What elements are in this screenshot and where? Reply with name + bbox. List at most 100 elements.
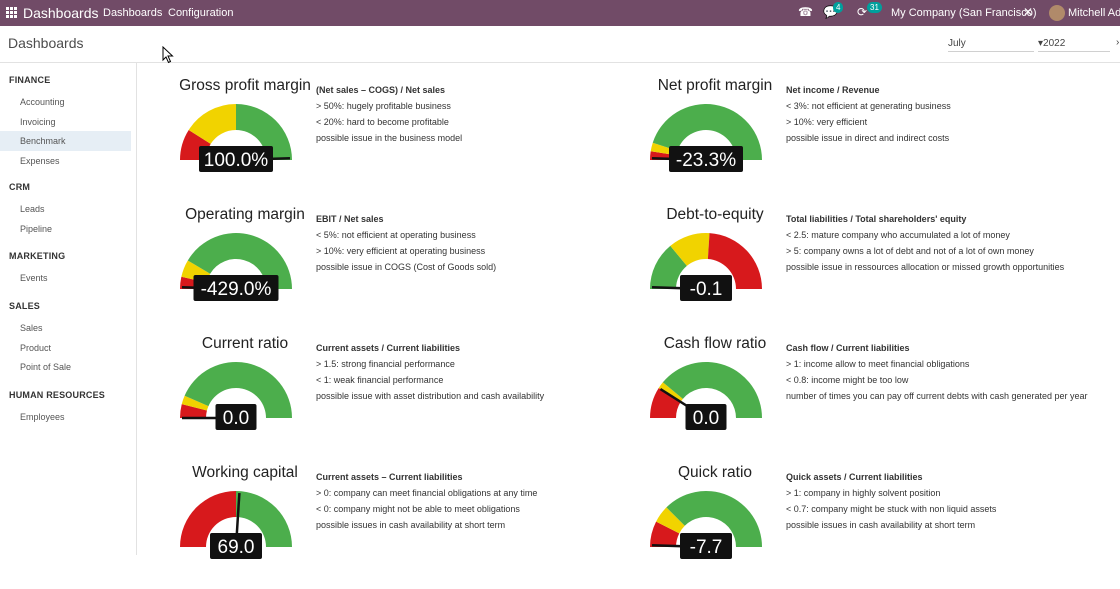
gauge-chart: -23.3% (650, 104, 762, 172)
gauge-value: 0.0 (223, 408, 249, 429)
menu-configuration[interactable]: Configuration (168, 7, 234, 19)
kpi-description-line: possible issue in direct and indirect co… (786, 133, 950, 143)
kpi-card: Working capital 69.0 Current assets – Curr… (170, 464, 640, 589)
kpi-card: Current ratio 0.0 Current assets / Current… (170, 335, 640, 460)
sidebar-item-invoicing[interactable]: Invoicing (20, 116, 56, 127)
activity-icon[interactable]: ⟳ 31 (857, 2, 882, 19)
sidebar-item-point-of-sale[interactable]: Point of Sale (20, 362, 72, 372)
kpi-description-line: < 20%: hard to become profitable (316, 117, 449, 127)
kpi-description-line: > 0: company can meet financial obligati… (316, 488, 538, 498)
kpi-formula: Total liabilities / Total shareholders' … (786, 214, 967, 224)
gauge-chart: 100.0% (180, 104, 292, 172)
kpi-description-line: < 0.8: income might be too low (786, 375, 909, 385)
gauge-chart: -7.7 (650, 491, 762, 559)
sidebar: FINANCE Accounting Invoicing Benchmark Expen… (0, 63, 137, 555)
kpi-card: Operating margin -429.0% EBIT / Net sales <… (170, 206, 640, 331)
sidebar-item-employees[interactable]: Employees (20, 412, 65, 422)
top-navbar: Dashboards Dashboards Configuration ☎ 💬 4… (0, 0, 1120, 26)
gauge-band-green (666, 491, 762, 547)
kpi-title: Gross profit margin (179, 77, 311, 94)
chat-count-badge: 4 (833, 2, 844, 13)
kpi-description-line: possible issue in the business model (316, 133, 463, 143)
year-select[interactable]: ▾2022 (1038, 38, 1110, 52)
app-brand[interactable]: Dashboards (23, 5, 99, 21)
page-title: Dashboards (8, 35, 84, 51)
gauge-value: -0.1 (690, 279, 723, 300)
menu-dashboards[interactable]: Dashboards (103, 7, 163, 19)
user-menu[interactable]: Mitchell Admin (1068, 7, 1120, 19)
kpi-title: Working capital (192, 464, 298, 481)
debug-tools-icon[interactable]: ✕ (1023, 5, 1034, 19)
sidebar-item-expenses[interactable]: Expenses (20, 155, 60, 166)
next-period-icon[interactable]: › (1116, 37, 1120, 48)
gauge-chart: 0.0 (650, 362, 762, 430)
sidebar-item-leads[interactable]: Leads (20, 204, 45, 214)
gauge-band-red (180, 404, 207, 418)
kpi-formula: Quick assets / Current liabilities (786, 472, 923, 482)
user-avatar[interactable] (1049, 5, 1065, 21)
sidebar-item-pipeline[interactable]: Pipeline (20, 223, 53, 234)
kpi-description-line: < 5%: not efficient at operating busines… (316, 230, 476, 240)
kpi-description-line: > 50%: hugely profitable business (316, 101, 451, 111)
chat-icon[interactable]: 💬 4 (823, 2, 844, 19)
gauge-band-yellow (181, 395, 209, 411)
gauge-band-red (180, 491, 236, 547)
gauge-value-box (685, 404, 727, 430)
sidebar-item-sales[interactable]: Sales (20, 323, 43, 333)
gauge-value-box (669, 146, 743, 172)
gauge-value: 69.0 (218, 537, 255, 558)
gauge-band-yellow (670, 233, 710, 266)
sidebar-item-events[interactable]: Events (20, 273, 48, 283)
gauge-value: -429.0% (201, 279, 272, 300)
kpi-description: Total liabilities / Total shareholders' … (786, 211, 1064, 275)
gauge-value-box (215, 404, 257, 430)
kpi-description-line: < 3%: not efficient at generating busine… (786, 101, 951, 111)
gauge-chart: 69.0 (180, 491, 292, 559)
company-switcher[interactable]: My Company (San Francisco) (891, 7, 1037, 19)
gauge-value: 0.0 (693, 408, 719, 429)
kpi-description: Current assets – Current liabilities > 0:… (316, 469, 537, 533)
sidebar-item-benchmark[interactable]: Benchmark (0, 131, 131, 151)
apps-menu-icon[interactable] (6, 7, 17, 18)
kpi-title: Debt-to-equity (666, 206, 764, 223)
sidebar-item-product[interactable]: Product (20, 342, 52, 353)
gauge-value: 100.0% (204, 150, 269, 171)
kpi-card: Debt-to-equity -0.1 Total liabilities / To… (640, 206, 1110, 331)
kpi-description: Net income / Revenue < 3%: not efficient … (786, 82, 951, 146)
kpi-description-line: possible issue in COGS (Cost of Goods so… (316, 262, 497, 272)
phone-icon[interactable]: ☎ (798, 5, 813, 19)
kpi-description: Current assets / Current liabilities > 1.… (316, 340, 544, 404)
kpi-formula: Current assets – Current liabilities (316, 472, 463, 482)
gauge-band-green (236, 491, 292, 547)
kpi-description-line: possible issues in cash availability at … (316, 520, 506, 530)
kpi-description-line: possible issues in cash availability at … (786, 520, 976, 530)
kpi-description-line: > 5: company owns a lot of debt and not … (786, 246, 1034, 256)
kpi-description-line: number of times you can pay off current … (786, 391, 1088, 401)
kpi-title: Quick ratio (677, 464, 753, 481)
kpi-formula: (Net sales – COGS) / Net sales (316, 85, 446, 95)
kpi-card: Net profit margin -23.3% Net income / Reve… (640, 77, 1110, 202)
gauge-value-box (210, 533, 262, 559)
gauge-value-box (680, 275, 732, 301)
kpi-description-line: < 1: weak financial performance (316, 375, 444, 385)
kpi-description: EBIT / Net sales < 5%: not efficient at o… (316, 211, 496, 275)
sidebar-section-sales: SALES (9, 301, 41, 311)
kpi-title: Current ratio (201, 335, 289, 352)
kpi-formula: Net income / Revenue (786, 85, 880, 95)
gauge-chart: 0.0 (180, 362, 292, 430)
kpi-description: Cash flow / Current liabilities > 1: inco… (786, 340, 1088, 404)
sidebar-section-crm: CRM (9, 182, 31, 192)
gauge-band-green (184, 362, 292, 418)
gauge-value-box (199, 146, 273, 172)
sidebar-item-accounting[interactable]: Accounting (20, 97, 65, 107)
gauge-band-yellow (188, 104, 236, 144)
kpi-description-line: > 1: company in highly solvent position (786, 488, 941, 498)
kpi-formula: Cash flow / Current liabilities (786, 343, 910, 353)
sidebar-section-marketing: MARKETING (9, 251, 66, 261)
activity-count-badge: 31 (867, 2, 882, 13)
kpi-description-line: > 1: income allow to meet financial obli… (786, 359, 970, 369)
kpi-description-line: possible issue in ressources allocation … (786, 262, 1065, 272)
kpi-description-line: < 2.5: mature company who accumulated a … (786, 230, 1010, 240)
month-select[interactable]: July (948, 38, 1034, 52)
kpi-description-line: > 10%: very efficient at operating busin… (316, 246, 486, 256)
